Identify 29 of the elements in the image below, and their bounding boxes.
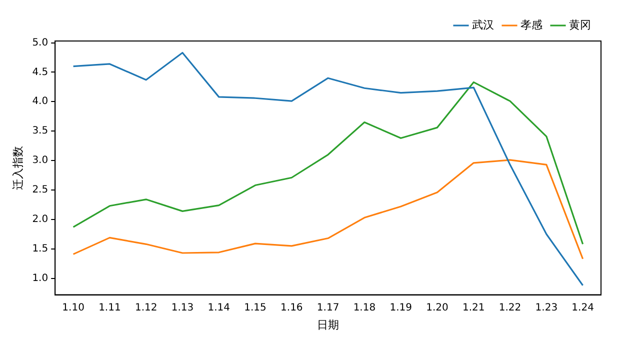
y-tick-label: 3.5 — [32, 126, 48, 137]
x-tick-label: 1.10 — [62, 302, 84, 314]
x-tick-label: 1.13 — [171, 302, 194, 314]
x-axis-title: 日期 — [317, 318, 340, 332]
x-tick-label: 1.22 — [498, 302, 522, 314]
x-tick-label: 1.12 — [134, 302, 158, 314]
y-tick-label: 5.0 — [32, 37, 48, 48]
x-tick-label: 1.23 — [535, 302, 558, 314]
x-tick-label: 1.20 — [426, 302, 448, 314]
legend-label: 黄冈 — [569, 18, 591, 32]
y-tick-label: 2.5 — [32, 184, 48, 196]
x-tick-label: 1.17 — [316, 302, 340, 314]
y-axis-title: 迁入指数 — [11, 146, 24, 190]
y-tick-label: 1.5 — [32, 243, 48, 254]
x-tick-label: 1.11 — [98, 302, 121, 314]
x-tick-label: 1.18 — [353, 302, 376, 314]
x-tick-label: 1.15 — [244, 302, 266, 314]
y-tick-label: 4.0 — [32, 96, 48, 108]
x-tick-label: 1.19 — [390, 302, 412, 314]
y-tick-label: 1.0 — [32, 272, 48, 284]
x-tick-label: 1.14 — [208, 302, 230, 314]
x-tick-label: 1.24 — [572, 302, 594, 314]
y-tick-label: 4.5 — [32, 66, 48, 78]
x-tick-label: 1.21 — [462, 302, 485, 314]
x-tick-label: 1.16 — [280, 302, 303, 314]
y-tick-label: 3.0 — [32, 155, 48, 166]
legend-label: 武汉 — [472, 18, 494, 32]
y-tick-label: 2.0 — [32, 214, 48, 226]
legend-label: 孝感 — [520, 18, 542, 32]
